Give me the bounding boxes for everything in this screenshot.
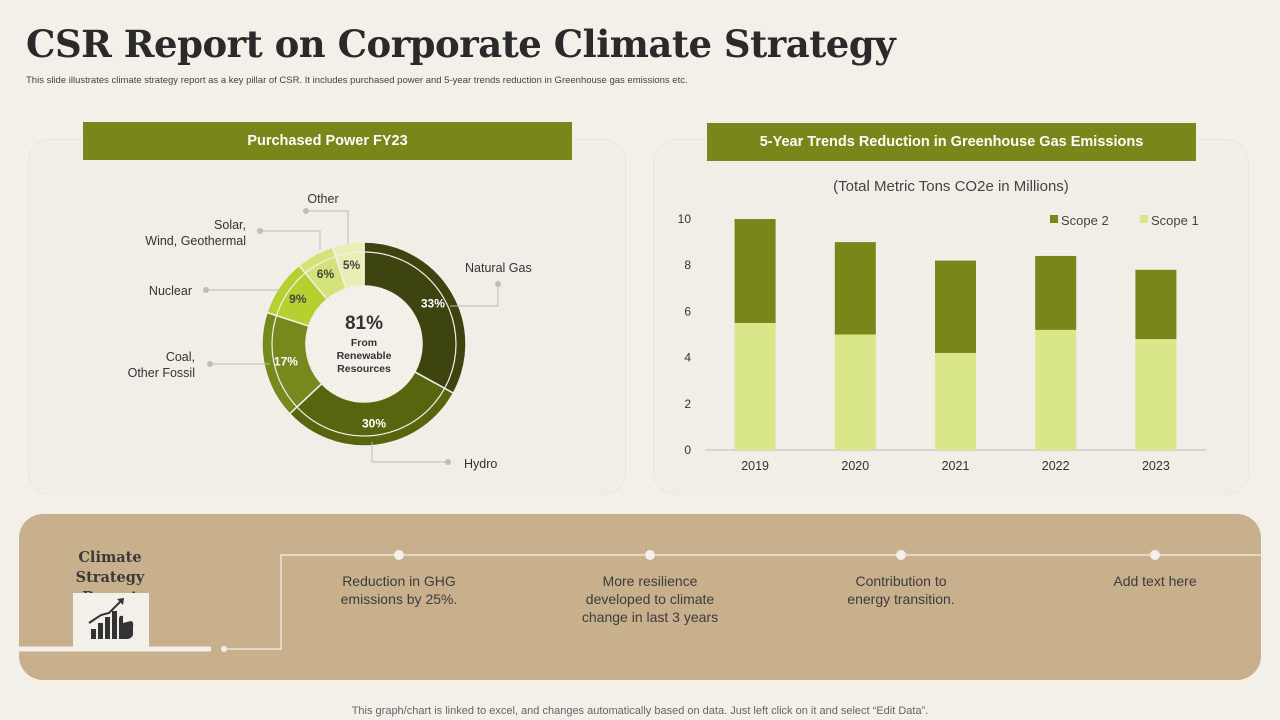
page-subtitle: This slide illustrates climate strategy …: [26, 75, 688, 86]
timeline-dot-3: [896, 550, 906, 560]
report-item-2-line1: More resilience: [602, 573, 698, 589]
callout-line-hydro: [371, 442, 448, 463]
donut-center-label-3: Resources: [337, 363, 391, 375]
bar-chart[interactable]: (Total Metric Tons CO2e in Millions) 0 2 4 6…: [678, 178, 1206, 473]
callout-line-solar: [260, 230, 321, 250]
bar-2020-scope-2[interactable]: [834, 242, 876, 335]
bar-chart-title: (Total Metric Tons CO2e in Millions): [833, 178, 1069, 195]
bar-2020-scope-1[interactable]: [834, 334, 876, 451]
report-item-4: Add text here: [1065, 572, 1245, 590]
report-item-3-line1: Contribution to: [855, 573, 947, 589]
timeline-dot-1: [394, 550, 404, 560]
donut-callout-dots: [203, 208, 501, 465]
bar-2019-scope-2[interactable]: [734, 219, 776, 323]
y-tick-label: 6: [684, 304, 691, 318]
report-item-3: Contribution to energy transition.: [811, 572, 991, 608]
report-item-1: Reduction in GHG emissions by 25%.: [309, 572, 489, 608]
x-tick-label: 2022: [1042, 459, 1070, 473]
bar-2023-scope-2[interactable]: [1135, 269, 1177, 340]
bar-2019-scope-1[interactable]: [734, 322, 776, 450]
legend-label: Scope 2: [1061, 213, 1109, 228]
bar-heading: 5-Year Trends Reduction in Greenhouse Ga…: [707, 123, 1196, 161]
x-tick-label: 2021: [942, 459, 970, 473]
donut-value-label: 5%: [343, 258, 361, 272]
donut-hole: [305, 285, 423, 403]
timeline-dot-2: [645, 550, 655, 560]
x-tick-label: 2019: [741, 459, 769, 473]
donut-value-label: 9%: [289, 292, 307, 306]
donut-value-label: 33%: [421, 296, 445, 310]
callout-line-natural-gas: [450, 284, 499, 307]
report-item-2-line2: developed to climate: [585, 591, 715, 607]
bar-2022-scope-1[interactable]: [1035, 329, 1077, 450]
bar-2023-scope-1[interactable]: [1135, 339, 1177, 450]
y-tick-label: 8: [684, 258, 691, 272]
timeline-dot-4: [1150, 550, 1160, 560]
growth-chart-icon: [73, 593, 149, 647]
callout-nuclear: Nuclear: [149, 284, 192, 298]
y-tick-label: 2: [684, 397, 691, 411]
donut-value-label: 6%: [317, 267, 335, 281]
donut-center-label-1: From: [351, 337, 377, 349]
donut-inner-ring: [271, 251, 457, 437]
y-tick-label: 10: [678, 212, 692, 226]
legend-label: Scope 1: [1151, 213, 1199, 228]
strategy-report-band: Climate Strategy Report Reduction in GHG…: [19, 514, 1261, 680]
x-tick-label: 2023: [1142, 459, 1170, 473]
footer-note: This graph/chart is linked to excel, and…: [351, 705, 929, 717]
charts-canvas[interactable]: 33% 30% 17% 9% 6% 5% Other Solar, Wind, Geoth…: [0, 0, 1280, 500]
bar-2021-scope-2[interactable]: [935, 260, 976, 353]
callout-other: Other: [307, 192, 338, 206]
report-title-line1: Climate: [78, 549, 142, 566]
callout-coal-line2: Other Fossil: [128, 366, 195, 380]
donut-center-value: 81%: [345, 313, 383, 334]
bar-2022-scope-2[interactable]: [1035, 255, 1077, 330]
y-tick-label: 4: [684, 351, 691, 365]
callout-line-other: [306, 210, 349, 244]
legend-swatch: [1140, 215, 1148, 223]
legend-swatch: [1050, 215, 1058, 223]
y-tick-label: 0: [684, 443, 691, 457]
donut-chart[interactable]: 33% 30% 17% 9% 6% 5%: [261, 241, 467, 447]
page-title: CSR Report on Corporate Climate Strategy: [26, 22, 896, 66]
donut-callouts: [206, 210, 499, 463]
x-tick-label: 2020: [841, 459, 869, 473]
timeline-line: [19, 554, 1261, 652]
callout-coal-line1: Coal,: [166, 350, 195, 364]
donut-value-label: 30%: [362, 416, 386, 430]
bar-2021-scope-1[interactable]: [935, 352, 976, 450]
callout-hydro: Hydro: [464, 457, 497, 471]
callout-solar-line2: Wind, Geothermal: [145, 234, 246, 248]
report-item-4-line1: Add text here: [1113, 573, 1197, 589]
report-item-3-line2: energy transition.: [847, 591, 955, 607]
donut-center-label-2: Renewable: [337, 350, 392, 362]
donut-value-label: 17%: [274, 354, 298, 368]
report-item-2-line3: change in last 3 years: [581, 609, 719, 625]
report-item-1-line2: emissions by 25%.: [340, 591, 458, 607]
donut-heading: Purchased Power FY23: [83, 122, 572, 160]
report-item-1-line1: Reduction in GHG: [342, 573, 456, 589]
report-item-2: More resilience developed to climate cha…: [560, 572, 740, 626]
callout-solar-line1: Solar,: [214, 218, 246, 232]
callout-natural-gas: Natural Gas: [465, 261, 532, 275]
